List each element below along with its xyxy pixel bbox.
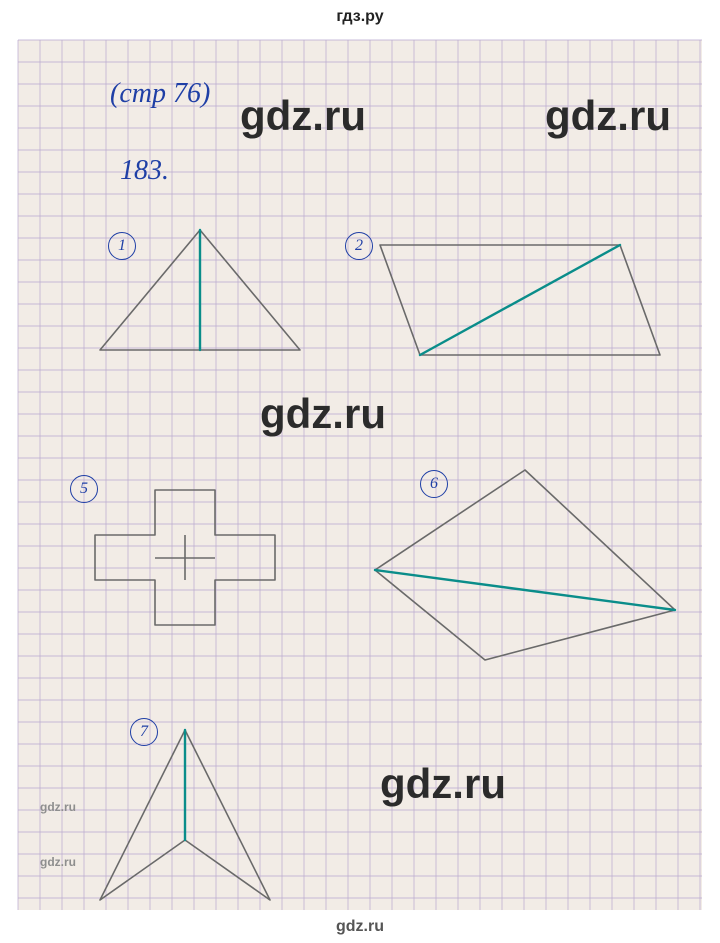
shape-2-parallelogram (360, 225, 680, 365)
watermark-big-1: gdz.ru (240, 92, 366, 140)
watermark-big-3: gdz.ru (260, 390, 386, 438)
shape-6-quad (355, 460, 695, 680)
shape-1-triangle (80, 220, 320, 360)
watermark-small-2: gdz.ru (40, 855, 76, 869)
shape-5-cross (85, 480, 305, 660)
page-reference: (стр 76) (110, 78, 210, 110)
page-root: гдз.ру (стр 76) 183. gdz.ru gdz.ru gdz.r… (0, 0, 720, 943)
shape-7-arrowhead (85, 720, 305, 920)
watermark-big-4: gdz.ru (380, 760, 506, 808)
footer-text: gdz.ru (0, 918, 720, 936)
exercise-number: 183. (120, 155, 169, 187)
watermark-big-2: gdz.ru (545, 92, 671, 140)
watermark-small-1: gdz.ru (40, 800, 76, 814)
